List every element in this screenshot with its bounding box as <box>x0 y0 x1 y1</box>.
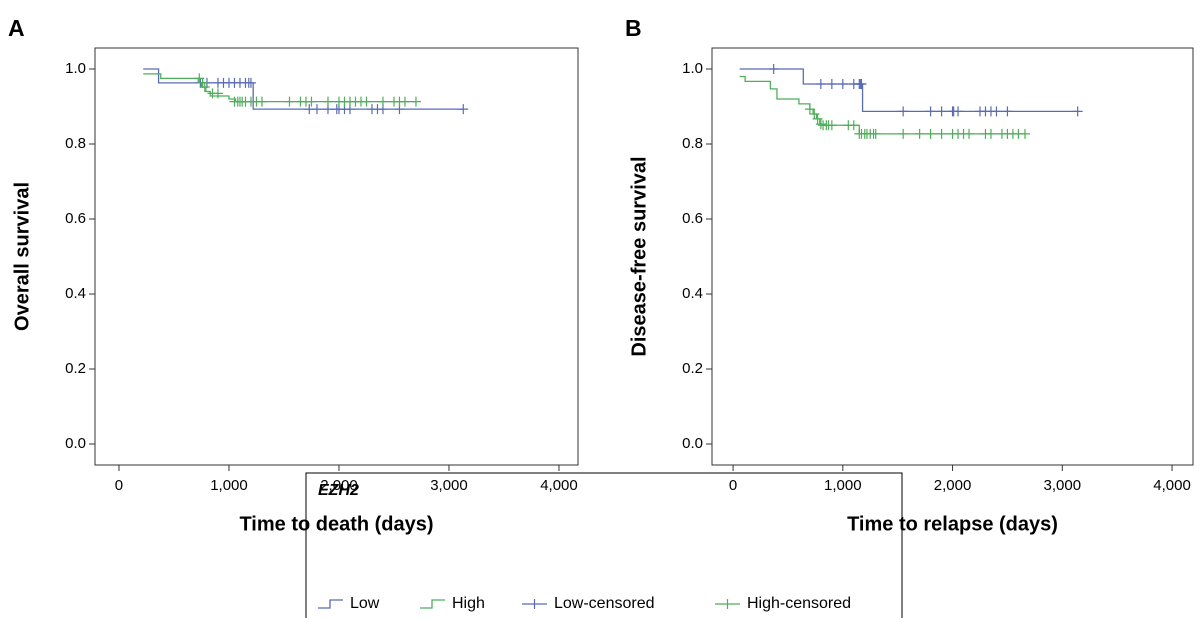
y-tick-label: 0.8 <box>682 135 703 152</box>
x-axis-label: Time to death (days) <box>239 513 433 535</box>
y-tick-label: 1.0 <box>682 60 703 77</box>
censor-mark <box>1072 106 1083 117</box>
censor-mark <box>804 104 815 115</box>
censor-mark <box>936 106 947 117</box>
censor-mark <box>925 106 936 117</box>
x-tick-label: 2,000 <box>934 477 972 494</box>
censor-mark <box>399 96 410 107</box>
censor-mark <box>936 128 947 139</box>
y-tick-label: 0.6 <box>682 210 703 227</box>
censor-mark <box>458 104 469 115</box>
legend-box <box>305 472 903 618</box>
y-tick-label: 1.0 <box>65 60 86 77</box>
censor-mark <box>197 77 208 88</box>
panel-label: B <box>625 15 642 41</box>
legend-label: High-censored <box>747 595 851 612</box>
y-tick-label: 0.2 <box>65 360 86 377</box>
x-tick-label: 2,000 <box>320 477 358 494</box>
censor-mark <box>991 106 1002 117</box>
legend-title: EZH2 <box>318 482 359 499</box>
censor-mark <box>410 96 421 107</box>
legend-label: High <box>452 595 485 612</box>
censor-mark <box>768 64 779 74</box>
x-tick-label: 0 <box>115 477 123 494</box>
censor-mark <box>964 128 975 139</box>
censor-mark <box>914 128 925 139</box>
x-axis-label: Time to relapse (days) <box>847 513 1058 535</box>
y-tick-label: 0.8 <box>65 135 86 152</box>
censor-mark <box>898 106 909 117</box>
x-tick-label: 4,000 <box>1153 477 1191 494</box>
censor-mark <box>245 77 256 88</box>
y-axis-label: Disease-free survival <box>628 156 650 356</box>
x-tick-label: 3,000 <box>1044 477 1082 494</box>
censor-mark <box>256 96 267 107</box>
censor-mark <box>812 113 823 124</box>
km-curve <box>143 68 464 110</box>
y-tick-label: 0.2 <box>682 360 703 377</box>
censor-mark <box>815 119 826 130</box>
legend-swatch <box>715 599 740 609</box>
km-curve <box>739 68 1078 113</box>
y-tick-label: 0.0 <box>682 435 703 452</box>
censor-mark <box>985 128 996 139</box>
censor-mark <box>311 104 322 115</box>
y-tick-label: 0.0 <box>65 435 86 452</box>
censor-mark <box>837 79 848 89</box>
y-axis-label: Overall survival <box>11 182 33 331</box>
legend-swatch <box>318 599 343 609</box>
censor-mark <box>306 96 317 107</box>
y-tick-label: 0.6 <box>65 210 86 227</box>
censor-mark <box>212 88 223 99</box>
x-tick-label: 1,000 <box>824 477 862 494</box>
legend-label: Low <box>350 595 380 612</box>
censor-mark <box>898 128 909 139</box>
censor-mark <box>925 128 936 139</box>
censor-mark <box>361 96 372 107</box>
censor-mark <box>826 120 837 131</box>
censor-mark <box>870 128 881 139</box>
censor-mark <box>848 120 859 131</box>
censor-mark <box>856 79 867 89</box>
x-tick-label: 0 <box>729 477 737 494</box>
censor-mark <box>322 96 333 107</box>
km-curve <box>143 73 416 103</box>
censor-mark <box>815 79 826 89</box>
legend-swatch <box>522 599 547 609</box>
panel-label: A <box>8 15 25 41</box>
censor-mark <box>953 106 964 117</box>
censor-mark <box>284 96 295 107</box>
censor-mark <box>1002 106 1013 117</box>
x-tick-label: 4,000 <box>540 477 578 494</box>
legend-label: Low-censored <box>554 595 655 612</box>
censor-mark <box>377 96 388 107</box>
km-curve <box>739 75 1025 135</box>
plot-frame <box>94 47 579 466</box>
censor-mark <box>199 82 210 92</box>
censor-mark <box>826 79 837 89</box>
legend-swatch <box>420 599 445 609</box>
censor-mark <box>1019 128 1030 139</box>
y-tick-label: 0.4 <box>65 285 86 302</box>
x-tick-label: 1,000 <box>210 477 248 494</box>
x-tick-label: 3,000 <box>430 477 468 494</box>
y-tick-label: 0.4 <box>682 285 703 302</box>
